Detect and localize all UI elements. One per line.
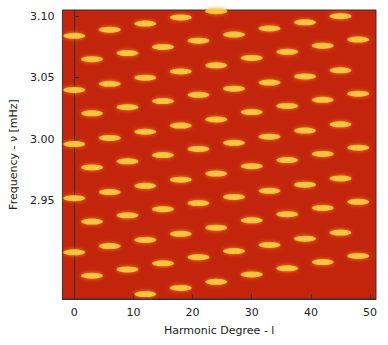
svg-text:50: 50 [363,306,377,319]
svg-text:3.00: 3.00 [30,133,55,146]
svg-text:Frequency - ν [mHz]: Frequency - ν [mHz] [7,99,20,210]
svg-text:10: 10 [126,306,140,319]
svg-text:20: 20 [186,306,200,319]
svg-text:30: 30 [245,306,259,319]
svg-text:3.05: 3.05 [30,71,55,84]
svg-text:40: 40 [304,306,318,319]
svg-text:0: 0 [71,306,78,319]
svg-text:3.10: 3.10 [30,10,55,23]
svg-text:Harmonic Degree - l: Harmonic Degree - l [164,324,274,337]
svg-text:2.95: 2.95 [30,194,55,207]
